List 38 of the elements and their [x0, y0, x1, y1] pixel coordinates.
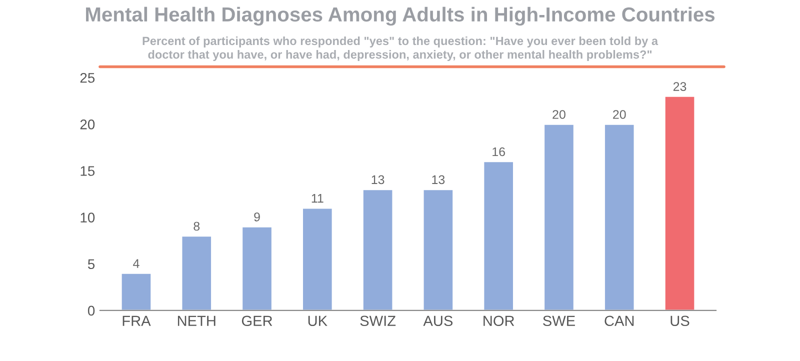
- data-label: 13: [432, 175, 445, 184]
- x-tick-label: UK: [308, 316, 328, 326]
- x-tick-label: AUS: [423, 316, 453, 326]
- y-tick-label: 15: [80, 166, 95, 176]
- bar: [543, 123, 575, 310]
- data-label: 20: [552, 110, 566, 119]
- x-tick-label: US: [670, 316, 690, 326]
- bar: [241, 226, 273, 310]
- x-tick-label: SWIZ: [360, 316, 396, 326]
- bar: [302, 207, 334, 310]
- data-label: 23: [673, 82, 686, 91]
- bar: [604, 123, 636, 310]
- y-tick-label: 0: [88, 306, 95, 316]
- y-tick-label: 25: [80, 72, 95, 83]
- y-tick-label: 10: [80, 212, 95, 222]
- y-tick-label: 5: [88, 259, 95, 270]
- y-tick-label: 20: [80, 120, 95, 130]
- x-tick-label: CAN: [604, 316, 634, 326]
- bar: [482, 160, 514, 310]
- x-tick-label: NOR: [484, 316, 514, 326]
- x-tick-label: SWE: [543, 316, 575, 326]
- data-label: 16: [492, 147, 505, 156]
- chart-title: Mental Health Diagnoses Among Adults in High-Income Countries: [86, 6, 715, 26]
- data-label: 11: [312, 194, 324, 203]
- x-tick-label: NETH: [178, 316, 216, 326]
- bar: [422, 188, 454, 310]
- bar: [664, 96, 696, 310]
- data-label: 8: [194, 222, 200, 231]
- data-label: 20: [613, 110, 626, 119]
- data-label: 4: [133, 259, 140, 268]
- x-tick-label: GER: [242, 316, 272, 326]
- bar: [120, 272, 152, 310]
- bar: [362, 188, 394, 310]
- data-label: 9: [254, 212, 260, 222]
- x-tick-label: FRA: [122, 316, 151, 326]
- data-label: 13: [372, 175, 384, 184]
- chart-subtitle: Percent of participants who responded "yes" to the question: "Have you ever been told by a doctor that you have, or have had, depression, anxiety, or other mental health problems?": [142, 36, 658, 62]
- bar: [180, 235, 212, 310]
